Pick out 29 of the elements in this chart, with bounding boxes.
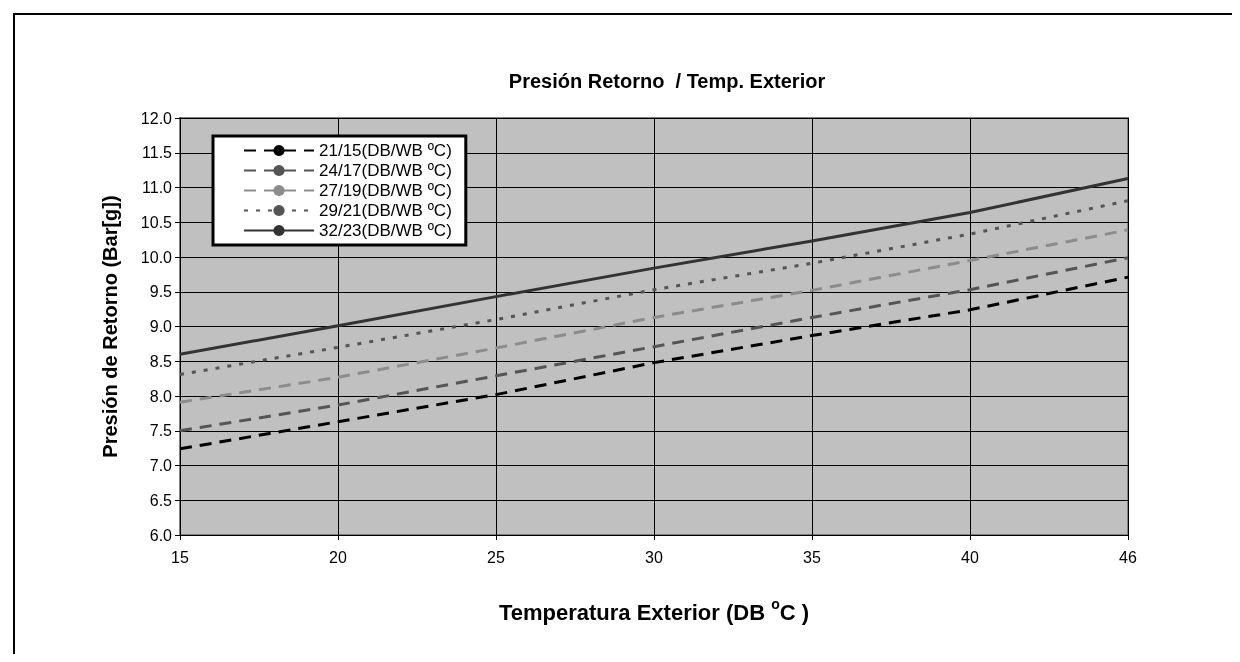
x-tick-label: 35 xyxy=(803,548,821,566)
y-tick-label: 10.5 xyxy=(140,213,173,231)
y-tick-label: 11.5 xyxy=(142,144,173,162)
x-tick-label: 15 xyxy=(171,548,189,566)
y-tick-label: 8.0 xyxy=(149,387,173,405)
x-tick-label: 25 xyxy=(487,548,505,566)
x-tick-label: 30 xyxy=(645,548,663,566)
y-tick-label: 10.0 xyxy=(140,248,173,266)
y-tick-label: 9.0 xyxy=(149,318,173,335)
y-tick-label: 9.5 xyxy=(149,283,173,301)
x-tick-label: 40 xyxy=(961,548,979,566)
y-tick-label: 7.5 xyxy=(149,422,173,440)
x-tick-label: 20 xyxy=(329,548,347,566)
legend-label: 24/17(DB/WB ºC) xyxy=(319,161,452,180)
y-tick-label: 7.0 xyxy=(149,457,173,474)
y-axis-title: Presión de Retorno (Bar[g]) xyxy=(99,195,121,458)
legend-label: 32/23(DB/WB ºC) xyxy=(319,221,452,240)
y-tick-label: 12.0 xyxy=(140,109,173,127)
y-tick-label: 8.5 xyxy=(149,352,173,370)
legend-label: 29/21(DB/WB ºC) xyxy=(319,201,452,220)
y-tick-label: 6.5 xyxy=(149,491,173,509)
y-tick-label: 11.0 xyxy=(142,179,173,196)
chart-title: Presión Retorno / Temp. Exterior xyxy=(508,70,826,92)
legend-label: 27/19(DB/WB ºC) xyxy=(319,181,452,200)
y-tick-label: 6.0 xyxy=(149,526,173,544)
legend-label: 21/15(DB/WB ºC) xyxy=(319,141,452,160)
line-series xyxy=(178,256,1130,433)
x-tick-label: 46 xyxy=(1119,548,1137,566)
line-series xyxy=(178,199,1130,376)
